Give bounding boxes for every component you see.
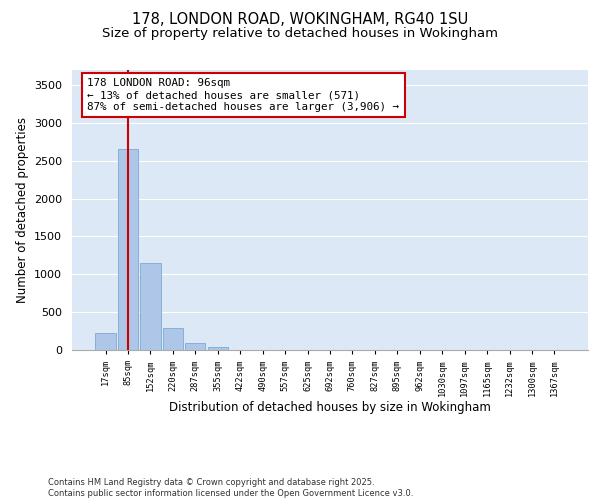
Bar bbox=[95, 334, 116, 350]
Text: 178 LONDON ROAD: 96sqm
← 13% of detached houses are smaller (571)
87% of semi-de: 178 LONDON ROAD: 96sqm ← 13% of detached… bbox=[88, 78, 400, 112]
Text: 178, LONDON ROAD, WOKINGHAM, RG40 1SU: 178, LONDON ROAD, WOKINGHAM, RG40 1SU bbox=[132, 12, 468, 28]
Y-axis label: Number of detached properties: Number of detached properties bbox=[16, 117, 29, 303]
Bar bbox=[185, 343, 205, 350]
X-axis label: Distribution of detached houses by size in Wokingham: Distribution of detached houses by size … bbox=[169, 402, 491, 414]
Text: Contains HM Land Registry data © Crown copyright and database right 2025.
Contai: Contains HM Land Registry data © Crown c… bbox=[48, 478, 413, 498]
Bar bbox=[140, 263, 161, 350]
Bar bbox=[163, 328, 183, 350]
Bar bbox=[208, 348, 228, 350]
Text: Size of property relative to detached houses in Wokingham: Size of property relative to detached ho… bbox=[102, 28, 498, 40]
Bar bbox=[118, 150, 138, 350]
